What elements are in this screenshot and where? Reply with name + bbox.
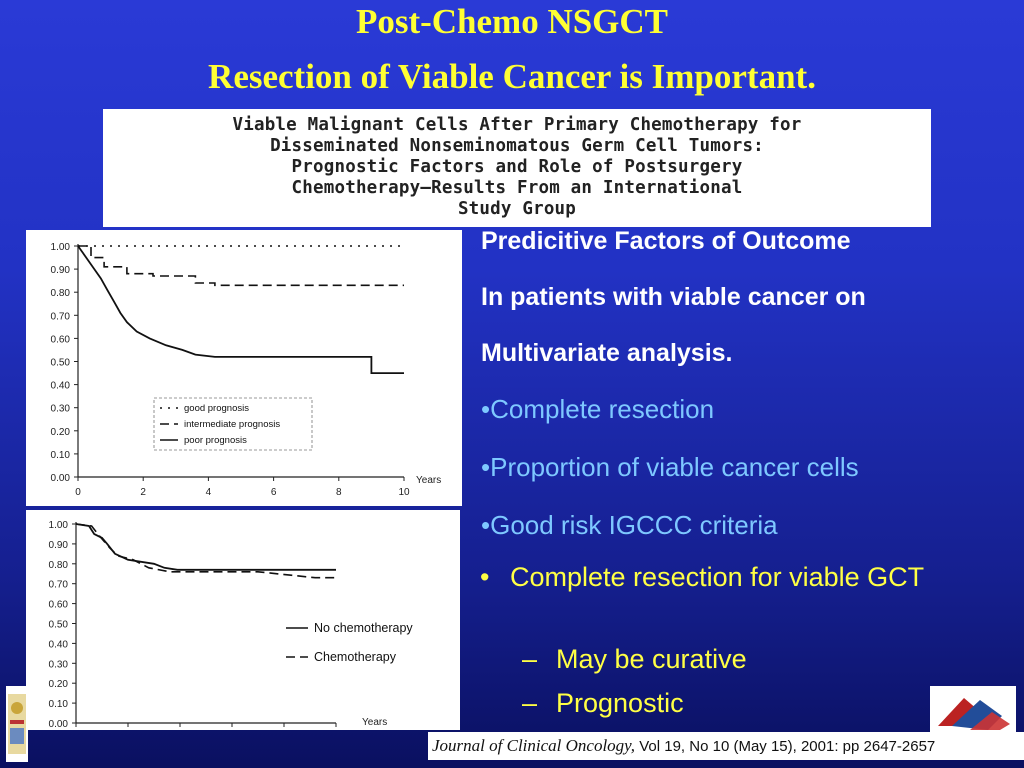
y-tick-label: 0.80	[49, 560, 69, 571]
sub-bullet-item: May be curative	[556, 644, 747, 674]
x-tick-label: 2	[140, 487, 146, 498]
x-tick-label: 10	[398, 487, 410, 498]
y-tick-label: 0.10	[51, 450, 71, 461]
x-axis-label: Years	[362, 717, 387, 728]
y-tick-label: 0.90	[51, 265, 71, 276]
factor-bullet: •Complete resection	[481, 394, 715, 424]
factors-subheading: In patients with viable cancer on	[481, 283, 866, 311]
society-logo-icon	[930, 686, 1016, 732]
legend-label: No chemotherapy	[314, 621, 413, 635]
yellow-bullet-marker: •	[480, 562, 490, 592]
x-tick-label: 8	[336, 487, 342, 498]
paper-title-box: Viable Malignant Cells After Primary Che…	[103, 109, 931, 227]
x-tick-label: 4	[206, 487, 212, 498]
x-axis-label: Years	[416, 475, 441, 486]
y-tick-label: 0.70	[49, 580, 69, 591]
paper-title-line: Prognostic Factors and Role of Postsurge…	[291, 157, 743, 177]
y-tick-label: 0.90	[49, 540, 69, 551]
y-tick-label: 0.30	[49, 659, 69, 670]
y-tick-label: 0.80	[51, 288, 71, 299]
x-tick-label: 6	[271, 487, 277, 498]
factors-heading: Predicitive Factors of Outcome	[481, 227, 851, 255]
y-tick-label: 0.10	[49, 699, 69, 710]
paper-title-line: Viable Malignant Cells After Primary Che…	[232, 115, 802, 135]
survival-chart-chemotherapy: 0.00 0.10 0.20 0.30 0.40 0.50 0.60 0.70 0.80 0.90…	[26, 510, 460, 730]
survival-chart-prognosis-svg: 0.00 0.10 0.20 0.30 0.40 0.50 0.60 0.70 0.80 0.90…	[51, 242, 442, 498]
series-line-no-chemotherapy	[75, 523, 336, 571]
sub-bullet-item: Prognostic	[556, 688, 684, 718]
legend-box	[153, 397, 313, 451]
legend-label: intermediate prognosis	[184, 419, 280, 430]
factor-bullet: •Proportion of viable cancer cells	[481, 452, 859, 482]
slide-title-line2: Resection of Viable Cancer is Important.	[208, 57, 816, 96]
series-line-intermediate-prognosis	[78, 245, 404, 287]
citation-journal-name: Journal of Clinical Oncology,	[432, 736, 636, 755]
citation-details: Vol 19, No 10 (May 15), 2001: pp 2647-26…	[635, 738, 936, 755]
paper-title-line: Study Group	[457, 199, 577, 219]
slide-title-line1: Post-Chemo NSGCT	[355, 2, 669, 41]
legend-label: poor prognosis	[184, 435, 247, 446]
y-tick-label: 1.00	[49, 520, 69, 531]
paper-title-line: Disseminated Nonseminomatous Germ Cell T…	[270, 136, 764, 156]
y-tick-label: 0.70	[51, 311, 71, 322]
legend-label: Chemotherapy	[314, 650, 397, 664]
y-tick-label: 0.30	[51, 404, 71, 415]
sub-bullet-marker: –	[522, 644, 538, 674]
legend-label: good prognosis	[184, 403, 249, 414]
x-tick-label: 0	[75, 487, 81, 498]
left-logo-icon	[6, 686, 28, 762]
y-tick-label: 0.20	[49, 679, 69, 690]
yellow-bullet-main: Complete resection for viable GCT	[510, 562, 925, 592]
y-tick-label: 0.50	[51, 358, 71, 369]
y-tick-label: 1.00	[51, 242, 71, 253]
sub-bullet-marker: –	[522, 688, 538, 718]
series-line-poor-prognosis	[77, 245, 404, 375]
y-tick-label: 0.40	[51, 381, 71, 392]
y-tick-label: 0.20	[51, 427, 71, 438]
survival-chart-chemotherapy-svg: 0.00 0.10 0.20 0.30 0.40 0.50 0.60 0.70 0.80 0.90…	[49, 520, 414, 730]
y-tick-label: 0.40	[49, 639, 69, 650]
y-tick-label: 0.00	[51, 473, 71, 484]
journal-citation: Journal of Clinical Oncology, Vol 19, No…	[428, 732, 1024, 760]
y-tick-label: 0.60	[51, 334, 71, 345]
y-tick-label: 0.50	[49, 620, 69, 631]
paper-title-line: Chemotherapy—Results From an Internation…	[291, 178, 743, 198]
y-tick-label: 0.00	[49, 719, 69, 730]
factor-bullet: •Good risk IGCCC criteria	[481, 510, 778, 540]
factors-subheading-2: Multivariate analysis.	[481, 339, 733, 367]
series-line-chemotherapy	[75, 523, 336, 579]
paper-title-text: Viable Malignant Cells After Primary Che…	[103, 115, 931, 220]
survival-chart-prognosis: 0.00 0.10 0.20 0.30 0.40 0.50 0.60 0.70 0.80 0.90…	[26, 230, 462, 506]
y-tick-label: 0.60	[49, 600, 69, 611]
